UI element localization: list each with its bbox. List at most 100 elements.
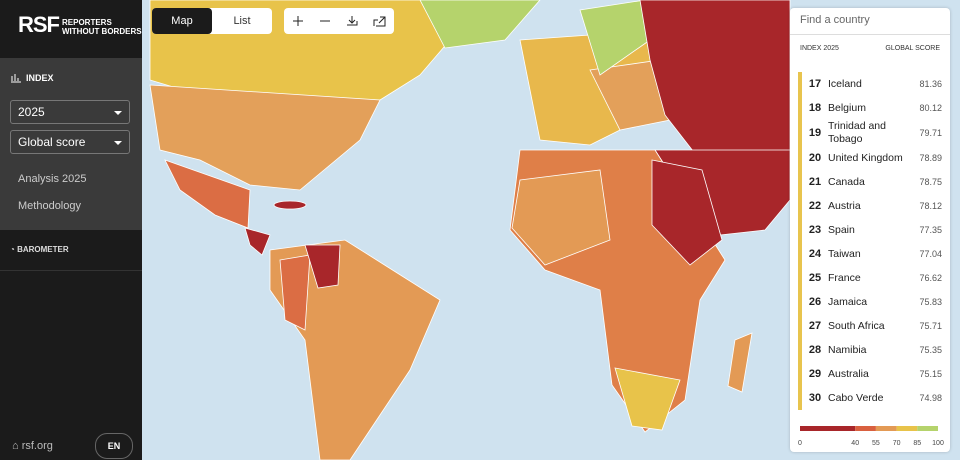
rank: 30 — [808, 391, 822, 404]
legend-segment — [896, 426, 918, 431]
country-name: Trinidad and Tobago — [828, 120, 886, 145]
score: 75.83 — [919, 296, 942, 307]
legend-tick-label: 40 — [851, 440, 859, 447]
country-name: Austria — [828, 199, 861, 212]
country-name: Jamaica — [828, 295, 868, 308]
rank: 22 — [808, 199, 822, 212]
ranking-row[interactable]: 23 Spain 77.35 — [802, 218, 946, 242]
nav-link[interactable]: Methodology — [18, 200, 81, 212]
country-region[interactable] — [273, 200, 307, 210]
legend-tick-label: 85 — [913, 440, 921, 447]
download[interactable] — [347, 16, 358, 26]
country-region[interactable] — [149, 84, 381, 191]
country-region[interactable] — [304, 244, 341, 289]
country-region[interactable] — [614, 367, 681, 431]
logo-mark[interactable]: RSF — [18, 12, 60, 37]
legend: 0 40 55 70 85 100 — [798, 426, 944, 447]
ranking-row[interactable]: 18 Belgium 80.12 — [802, 96, 946, 120]
score: 77.04 — [919, 248, 942, 259]
ranking-row[interactable]: 30 Cabo Verde 74.98 — [802, 386, 946, 410]
country-name: Australia — [828, 367, 869, 380]
country-name: Iceland — [828, 77, 862, 90]
logo-line: REPORTERS — [62, 18, 112, 27]
barometer-link[interactable]: ◔ BAROMETER — [10, 245, 69, 254]
score: 78.12 — [919, 200, 942, 211]
score: 76.62 — [919, 272, 942, 283]
rank: 27 — [808, 319, 822, 332]
rank: 26 — [808, 295, 822, 308]
ranking-row[interactable]: 22 Austria 78.12 — [802, 194, 946, 218]
index-icon — [11, 74, 21, 83]
rank: 28 — [808, 343, 822, 356]
search-box[interactable]: Find a country — [800, 14, 870, 26]
ranking-row[interactable]: 20 United Kingdom 78.89 — [802, 146, 946, 170]
logo-line: WITHOUT BORDERS — [62, 27, 142, 36]
divider — [790, 34, 950, 35]
country-name: United Kingdom — [828, 151, 903, 164]
country-region[interactable] — [419, 0, 541, 49]
zoom-in[interactable] — [293, 16, 303, 26]
country-name: Namibia — [828, 343, 867, 356]
site-label: rsf.org — [21, 440, 53, 452]
list-tab[interactable]: List — [233, 15, 251, 27]
country-region[interactable] — [269, 239, 441, 460]
score: 75.71 — [919, 320, 942, 331]
ranking-row[interactable]: 21 Canada 78.75 — [802, 170, 946, 194]
rank: 17 — [808, 77, 822, 90]
year-select[interactable]: 2025 — [10, 100, 130, 124]
rank: 21 — [808, 175, 822, 188]
map-tab[interactable]: Map — [152, 8, 212, 34]
country-name: Belgium — [828, 101, 866, 114]
ranking-row[interactable]: 19 Trinidad and Tobago 79.71 — [802, 120, 946, 146]
rank: 23 — [808, 223, 822, 236]
barometer-icon: ◔ — [10, 245, 18, 254]
legend-tick-label: 70 — [893, 440, 901, 447]
country-region[interactable] — [279, 254, 311, 331]
share[interactable] — [373, 16, 386, 27]
nav-link[interactable]: Analysis 2025 — [18, 173, 87, 185]
score: 75.15 — [919, 368, 942, 379]
country-region[interactable] — [164, 159, 251, 229]
sidebar: RSF REPORTERS WITHOUT BORDERS INDEX 2025… — [0, 0, 142, 460]
score: 78.75 — [919, 176, 942, 187]
legend-tick-label: 100 — [932, 440, 944, 447]
ranking-row[interactable]: 26 Jamaica 75.83 — [802, 290, 946, 314]
rank: 19 — [808, 126, 822, 139]
language-button[interactable]: EN — [95, 433, 133, 459]
country-region[interactable] — [244, 227, 271, 256]
ranking-row[interactable]: 25 France 76.62 — [802, 266, 946, 290]
score: 79.71 — [919, 127, 942, 138]
country-region[interactable] — [511, 169, 611, 266]
home-icon: ⌂ — [12, 440, 22, 452]
index-label[interactable]: INDEX — [26, 73, 54, 83]
country-name: Cabo Verde — [828, 391, 884, 404]
country-region[interactable] — [651, 159, 723, 266]
country-name: Spain — [828, 223, 855, 236]
map-tools — [284, 8, 394, 34]
ranking-row[interactable]: 24 Taiwan 77.04 — [802, 242, 946, 266]
legend-tick-label: 55 — [872, 440, 880, 447]
site-link[interactable]: ⌂ rsf.org — [12, 440, 53, 452]
ranking-row[interactable]: 28 Namibia 75.35 — [802, 338, 946, 362]
world-map — [149, 0, 791, 460]
ranking-header: INDEX 2025 — [800, 45, 839, 52]
score: 75.35 — [919, 344, 942, 355]
country-region[interactable] — [727, 332, 753, 393]
country-name: France — [828, 271, 861, 284]
divider — [0, 270, 142, 271]
index-nav: INDEX 2025 Global score Analysis 2025 Me… — [0, 58, 142, 230]
logo-text: REPORTERS WITHOUT BORDERS — [62, 18, 142, 36]
rank: 24 — [808, 247, 822, 260]
score-select[interactable]: Global score — [10, 130, 130, 154]
score: 74.98 — [919, 392, 942, 403]
ranking-row[interactable]: 17 Iceland 81.36 — [802, 72, 946, 96]
legend-tick-label: 0 — [798, 440, 802, 447]
country-name: Taiwan — [828, 247, 861, 260]
legend-segment — [875, 426, 897, 431]
ranking-row[interactable]: 27 South Africa 75.71 — [802, 314, 946, 338]
score: 80.12 — [919, 102, 942, 113]
ranking-panel: Find a country INDEX 2025 GLOBAL SCORE 1… — [790, 8, 950, 452]
rank: 29 — [808, 367, 822, 380]
ranking-row[interactable]: 29 Australia 75.15 — [802, 362, 946, 386]
barometer-label: BAROMETER — [17, 245, 69, 254]
